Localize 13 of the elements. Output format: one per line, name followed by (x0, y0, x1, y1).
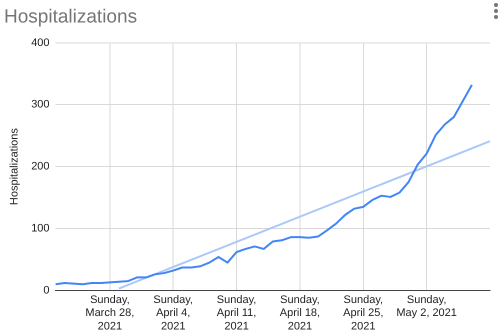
x-tick-label: Sunday, May 2, 2021 (396, 294, 457, 320)
y-tick-label: 100 (31, 222, 50, 235)
x-tick-label: Sunday, April 18, 2021 (280, 294, 320, 332)
y-axis-title: Hospitalizations (8, 128, 21, 206)
y-tick-label: 400 (31, 36, 50, 49)
y-tick-label: 200 (31, 160, 50, 173)
x-tick-label: Sunday, March 28, 2021 (85, 294, 134, 332)
y-tick-label: 0 (43, 284, 50, 296)
chart-title: Hospitalizations (4, 6, 138, 28)
y-tick-label: 300 (31, 98, 50, 111)
x-tick-label: Sunday, April 25, 2021 (343, 294, 384, 332)
x-tick-label: Sunday, April 4, 2021 (153, 294, 193, 332)
x-tick-label: Sunday, April 11, 2021 (216, 294, 256, 332)
